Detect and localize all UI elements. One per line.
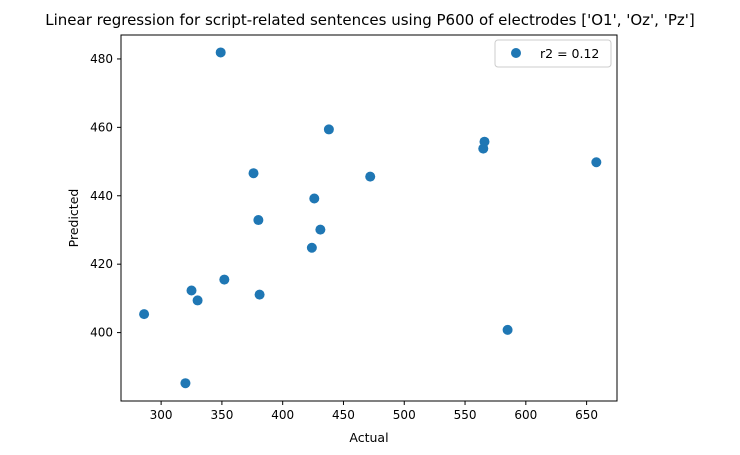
legend-marker: [511, 48, 521, 58]
y-tick-label: 460: [90, 120, 113, 134]
x-tick-label: 650: [575, 408, 598, 422]
data-point: [248, 168, 259, 179]
y-axis-label: Predicted: [66, 189, 81, 248]
plot-area: [120, 34, 618, 402]
legend-label: r2 = 0.12: [540, 46, 599, 61]
x-tick-label: 550: [454, 408, 477, 422]
data-point: [323, 124, 334, 135]
data-point: [180, 378, 191, 389]
data-point: [306, 242, 317, 253]
data-points: [139, 47, 602, 389]
data-point: [315, 224, 326, 235]
legend: r2 = 0.12: [494, 39, 612, 68]
y-tick-label: 400: [90, 326, 113, 340]
data-point: [219, 274, 230, 285]
x-tick-label: 500: [393, 408, 416, 422]
x-axis-label: Actual: [349, 430, 388, 445]
data-point: [186, 285, 197, 296]
data-point: [479, 136, 490, 147]
y-tick-label: 440: [90, 189, 113, 203]
y-tick-label: 480: [90, 52, 113, 66]
data-point: [591, 157, 602, 168]
legend-box: [494, 39, 612, 68]
data-point: [139, 309, 150, 320]
x-tick-label: 450: [332, 408, 355, 422]
data-point: [502, 324, 513, 335]
x-tick-label: 300: [150, 408, 173, 422]
data-point: [253, 215, 264, 226]
y-tick-label: 420: [90, 257, 113, 271]
x-axis: 300 350 400 450 500 550 600 650: [150, 401, 598, 422]
data-point: [215, 47, 226, 58]
data-point: [192, 295, 203, 306]
y-axis: 400 420 440 460 480: [90, 52, 121, 340]
x-tick-label: 400: [271, 408, 294, 422]
x-tick-label: 350: [210, 408, 233, 422]
chart-title: Linear regression for script-related sen…: [45, 11, 694, 29]
data-point: [365, 171, 376, 182]
data-point: [309, 193, 320, 204]
x-tick-label: 600: [514, 408, 537, 422]
data-point: [254, 289, 265, 300]
